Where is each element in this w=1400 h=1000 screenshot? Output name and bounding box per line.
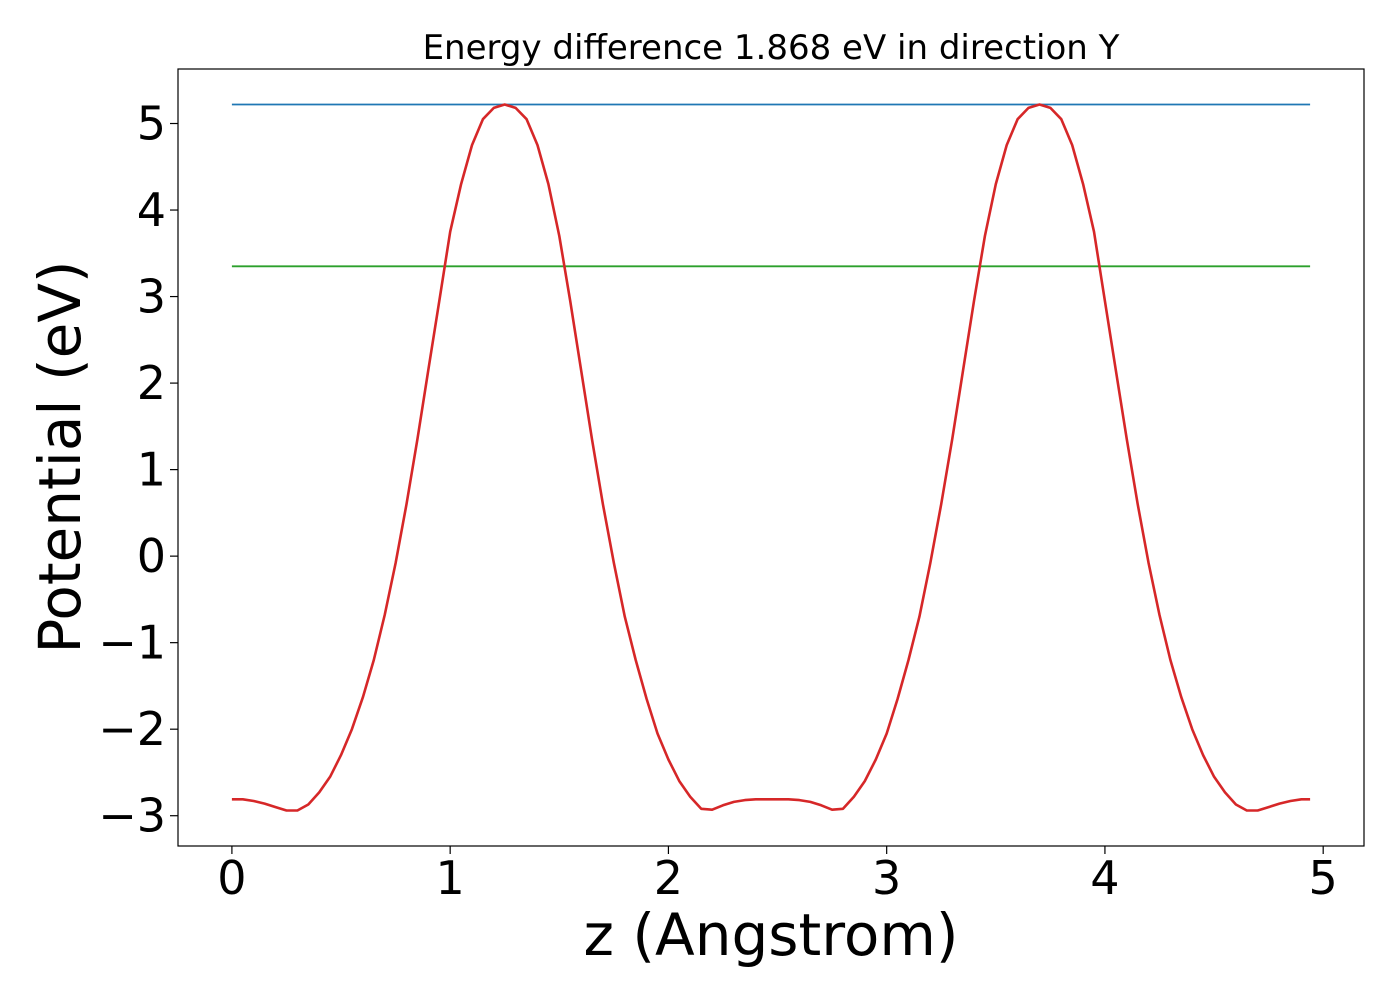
x-tick-label: 1 — [436, 851, 465, 905]
y-axis: −3 −2 −1 0 1 2 3 4 5 — [98, 97, 178, 843]
y-tick-label: −2 — [98, 702, 166, 756]
plot-area — [177, 68, 1365, 847]
x-axis: 0 1 2 3 4 5 — [217, 846, 1338, 905]
y-tick-label: −1 — [98, 616, 166, 670]
y-tick-label: 3 — [137, 270, 166, 324]
series-line-3 — [231, 103, 1311, 812]
y-tick-label: 5 — [137, 97, 166, 151]
series-layer — [231, 103, 1311, 812]
x-tick-label: 5 — [1309, 851, 1338, 905]
y-tick-label: 4 — [137, 183, 166, 237]
y-tick-label: 2 — [137, 356, 166, 410]
chart-title: Energy difference 1.868 eV in direction … — [423, 28, 1120, 68]
y-tick-label: −3 — [98, 789, 166, 843]
x-tick-label: 2 — [654, 851, 683, 905]
x-tick-label: 0 — [217, 851, 246, 905]
x-tick-label: 4 — [1090, 851, 1119, 905]
y-axis-label: Potential (eV) — [26, 260, 94, 653]
x-tick-label: 3 — [872, 851, 901, 905]
y-tick-label: 0 — [137, 529, 166, 583]
y-tick-label: 1 — [137, 443, 166, 497]
plot-frame — [177, 68, 1365, 847]
x-axis-label: z (Angstrom) — [584, 901, 959, 969]
